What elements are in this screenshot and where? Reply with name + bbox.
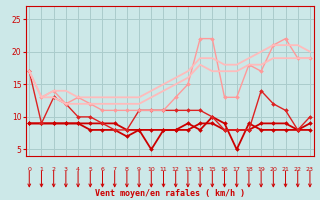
Text: Vent moyen/en rafales ( km/h ): Vent moyen/en rafales ( km/h ) (95, 189, 244, 198)
